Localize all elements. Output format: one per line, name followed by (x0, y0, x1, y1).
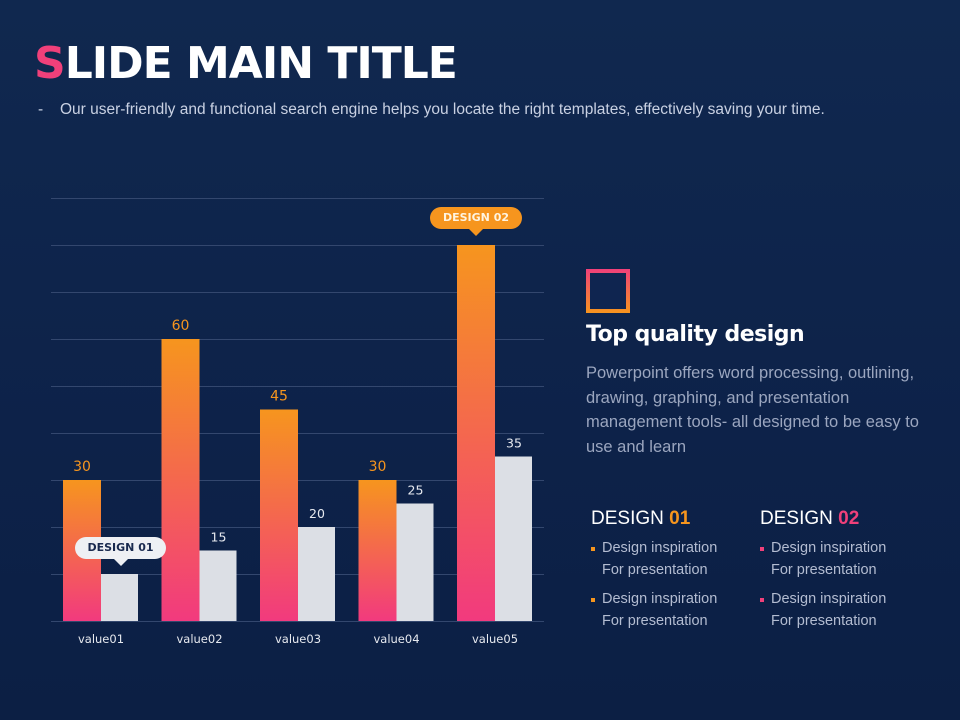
x-tick-label: value02 (176, 632, 222, 646)
list-item-line1: Design inspiration (771, 591, 887, 607)
data-label: 35 (506, 436, 522, 451)
data-label: 60 (172, 318, 190, 334)
x-tick-label: value05 (472, 632, 518, 646)
callout-design-01: DESIGN 01 (75, 537, 166, 566)
slide-title-accent-letter: S (34, 38, 66, 89)
data-label: 30 (73, 459, 91, 475)
bar-value03-series2 (298, 527, 335, 621)
list-item-line2: For presentation (771, 561, 877, 578)
bullet-icon (591, 547, 595, 551)
bar-value02-series1 (161, 339, 200, 621)
list-item-line2: For presentation (602, 612, 708, 629)
list-item: Design inspiration For presentation (591, 589, 751, 632)
bullet-icon (760, 547, 764, 551)
slide-subtitle: - Our user-friendly and functional searc… (38, 99, 828, 121)
bar-value05-series1 (457, 245, 495, 621)
design-01-number: 01 (669, 508, 691, 529)
subtitle-dash: - (38, 101, 44, 118)
panel-title: Top quality design (586, 322, 805, 347)
list-item-line2: For presentation (771, 612, 877, 629)
design-02-label: DESIGN (760, 508, 839, 529)
bar-value02-series2 (199, 550, 237, 621)
design-02-number: 02 (838, 508, 860, 529)
data-label: 30 (369, 459, 387, 475)
design-02-list: Design inspiration For presentation Desig… (760, 538, 920, 632)
list-item: Design inspiration For presentation (760, 538, 920, 581)
bar-value01-series2 (101, 574, 138, 621)
bar-value04-series1 (358, 480, 397, 621)
design-01-block: DESIGN 01 Design inspiration For presenta… (591, 506, 751, 640)
bar-chart-svg: 30 value01 60 15 value02 45 20 value03 30 25 value… (51, 198, 544, 646)
bar-value04-series2 (396, 503, 434, 621)
slide-title-rest: LIDE MAIN TITLE (64, 38, 458, 89)
data-label: 15 (211, 530, 227, 545)
bar-value03-series1 (260, 409, 298, 621)
x-tick-label: value01 (78, 632, 124, 646)
bar-chart: 30 value01 60 15 value02 45 20 value03 30 25 value… (51, 198, 544, 646)
callout-design-02-text: DESIGN 02 (442, 211, 510, 224)
design-01-heading: DESIGN 01 (591, 506, 751, 532)
list-item-line1: Design inspiration (602, 591, 718, 607)
design-02-block: DESIGN 02 Design inspiration For presenta… (760, 506, 920, 640)
data-label: 45 (270, 389, 288, 405)
list-item: Design inspiration For presentation (591, 538, 751, 581)
subtitle-text: Our user-friendly and functional search … (60, 101, 825, 118)
callout-design-01-text: DESIGN 01 (87, 541, 154, 554)
list-item-line1: Design inspiration (771, 540, 887, 556)
list-item-line1: Design inspiration (602, 540, 718, 556)
data-label: 25 (408, 483, 424, 498)
callout-design-02: DESIGN 02 (430, 207, 522, 236)
list-item: Design inspiration For presentation (760, 589, 920, 632)
bar-value05-series2 (495, 456, 532, 621)
design-02-heading: DESIGN 02 (760, 506, 920, 532)
list-item-line2: For presentation (602, 561, 708, 578)
slide-title: SLIDE MAIN TITLE (34, 36, 458, 92)
x-tick-label: value03 (275, 632, 321, 646)
square-outline-icon (586, 269, 630, 313)
x-tick-label: value04 (373, 632, 419, 646)
panel-body: Powerpoint offers word processing, outli… (586, 364, 919, 456)
bullet-icon (591, 598, 595, 602)
data-label: 20 (309, 506, 325, 521)
design-01-label: DESIGN (591, 508, 670, 529)
design-01-list: Design inspiration For presentation Desig… (591, 538, 751, 632)
bullet-icon (760, 598, 764, 602)
